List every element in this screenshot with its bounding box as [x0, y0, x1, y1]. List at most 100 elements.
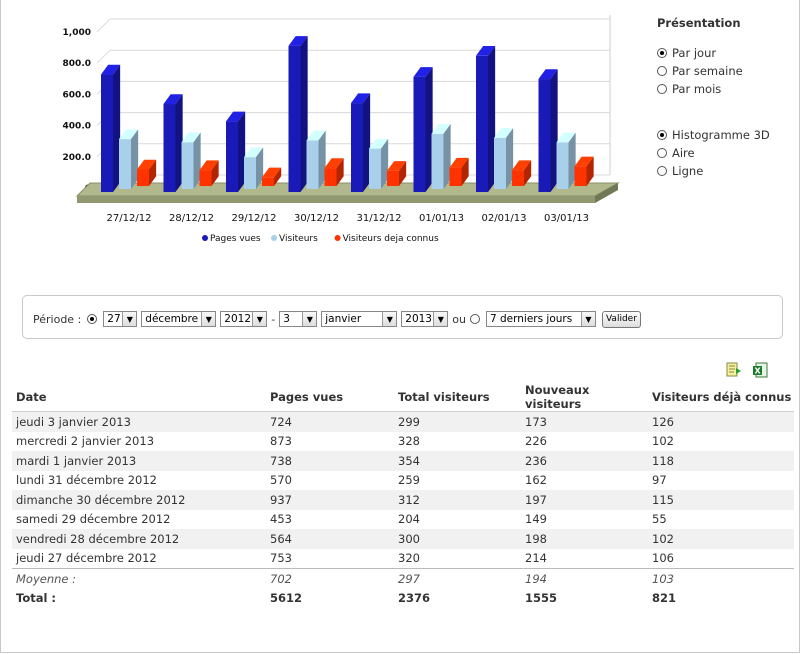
table-cell: mardi 1 janvier 2013 — [12, 451, 266, 471]
table-cell: 312 — [394, 490, 521, 510]
radio-button[interactable] — [657, 148, 667, 158]
bar-side — [149, 159, 157, 186]
period-option-0[interactable]: Par jour — [657, 44, 797, 62]
bar-top — [306, 130, 326, 141]
table-row: mercredi 2 janvier 2013 873 328 226 102 — [12, 431, 794, 451]
bar-top — [181, 132, 201, 143]
x-tick-label: 01/01/13 — [419, 213, 464, 224]
radio-button[interactable] — [657, 84, 667, 94]
gridline-side — [96, 18, 111, 33]
svg-text:X: X — [755, 367, 762, 376]
table-cell: 453 — [266, 509, 394, 529]
bar-top — [199, 160, 219, 171]
bar-side — [399, 161, 407, 186]
bar-front — [574, 166, 587, 186]
x-tick-label: 27/12/12 — [107, 213, 152, 224]
table-cell: 320 — [394, 548, 521, 569]
table-cell: 149 — [521, 509, 648, 529]
bar-side — [318, 130, 326, 189]
table-cell: 328 — [394, 431, 521, 451]
table-cell: 126 — [648, 411, 794, 432]
table-cell: 115 — [648, 490, 794, 510]
bar-front — [137, 169, 149, 186]
radio-label: Par mois — [672, 82, 722, 96]
period-preset-radio[interactable] — [469, 314, 480, 324]
bar-top — [413, 67, 433, 77]
table-cell: vendredi 28 décembre 2012 — [12, 529, 266, 549]
bar-side — [381, 138, 389, 189]
to-month-select[interactable]: janvier ▼ — [321, 311, 398, 327]
presentation-title: Présentation — [657, 16, 741, 30]
bar-side — [443, 124, 451, 189]
bar-front — [369, 148, 381, 189]
table-cell: 102 — [648, 529, 794, 549]
radio-button[interactable] — [657, 48, 667, 58]
column-header: Date — [12, 383, 266, 412]
bar-front — [387, 170, 399, 186]
table-cell: 724 — [266, 411, 394, 432]
bar-side — [131, 129, 139, 189]
table-cell: 236 — [521, 451, 648, 471]
or-label: ou — [452, 312, 466, 326]
from-year-select[interactable]: 2012 ▼ — [220, 311, 268, 327]
bar-front — [538, 79, 551, 192]
export-toolbar: X — [725, 362, 769, 378]
to-day-select[interactable]: 3 ▼ — [279, 311, 318, 327]
legend-label: Pages vues — [210, 234, 261, 244]
table-cell: 106 — [648, 548, 794, 569]
export-icon[interactable] — [725, 362, 741, 378]
chart-type-option-1[interactable]: Aire — [657, 144, 797, 162]
bar-side — [336, 158, 344, 186]
bar-front — [351, 103, 363, 192]
average-cell: Moyenne : — [12, 568, 266, 588]
bar-top — [387, 161, 407, 171]
radio-button[interactable] — [657, 166, 667, 176]
table-cell: mercredi 2 janvier 2013 — [12, 431, 266, 451]
radio-label: Aire — [672, 146, 695, 160]
period-option-1[interactable]: Par semaine — [657, 62, 797, 80]
table-cell: 738 — [266, 451, 394, 471]
chevron-down-icon: ▼ — [201, 312, 216, 326]
table-cell: 55 — [648, 509, 794, 529]
chart-type-option-2[interactable]: Ligne — [657, 162, 797, 180]
range-separator: - — [271, 312, 276, 326]
from-day-select[interactable]: 27 ▼ — [103, 311, 138, 327]
table-cell: 214 — [521, 548, 648, 569]
bar-top — [262, 167, 282, 178]
radio-button[interactable] — [657, 66, 667, 76]
period-range-radio[interactable] — [87, 314, 98, 324]
bar-front — [262, 177, 274, 186]
table-cell: 259 — [394, 470, 521, 490]
bar-side — [550, 69, 558, 192]
bar-top — [226, 111, 246, 122]
radio-button[interactable] — [657, 130, 667, 140]
bar-front — [119, 139, 131, 189]
column-header: Pages vues — [266, 383, 394, 412]
chart-type-option-0[interactable]: Histogramme 3D — [657, 126, 797, 144]
preset-select[interactable]: 7 derniers jours ▼ — [485, 311, 596, 327]
validate-button[interactable]: Valider — [601, 310, 641, 328]
period-option-2[interactable]: Par mois — [657, 80, 797, 98]
bar-top — [431, 124, 451, 134]
chart-floor — [75, 182, 620, 197]
bar-top — [476, 46, 496, 56]
bar-top — [574, 156, 594, 167]
table-row: samedi 29 décembre 2012 453 204 149 55 — [12, 509, 794, 529]
excel-icon[interactable]: X — [753, 362, 769, 378]
bar-front — [226, 121, 238, 192]
bar-front — [163, 104, 176, 192]
from-month-select[interactable]: décembre ▼ — [141, 311, 217, 327]
bar-top — [512, 160, 532, 171]
chevron-down-icon: ▼ — [122, 312, 137, 326]
x-tick-label: 02/01/13 — [482, 213, 527, 224]
to-year-select[interactable]: 2013 ▼ — [401, 311, 449, 327]
bar-front — [288, 45, 301, 192]
chevron-down-icon: ▼ — [580, 312, 595, 326]
chart: 0200.0400.0600.0800.01,00027/12/1228/12/… — [63, 15, 620, 244]
bar-side — [363, 93, 371, 192]
table-row: jeudi 27 décembre 2012 753 320 214 106 — [12, 548, 794, 569]
stats-table: Date Pages vues Total visiteurs Nouveaux vi… — [12, 383, 794, 607]
table-cell: 102 — [648, 431, 794, 451]
average-cell: 702 — [266, 568, 394, 588]
chevron-down-icon: ▼ — [382, 312, 397, 326]
